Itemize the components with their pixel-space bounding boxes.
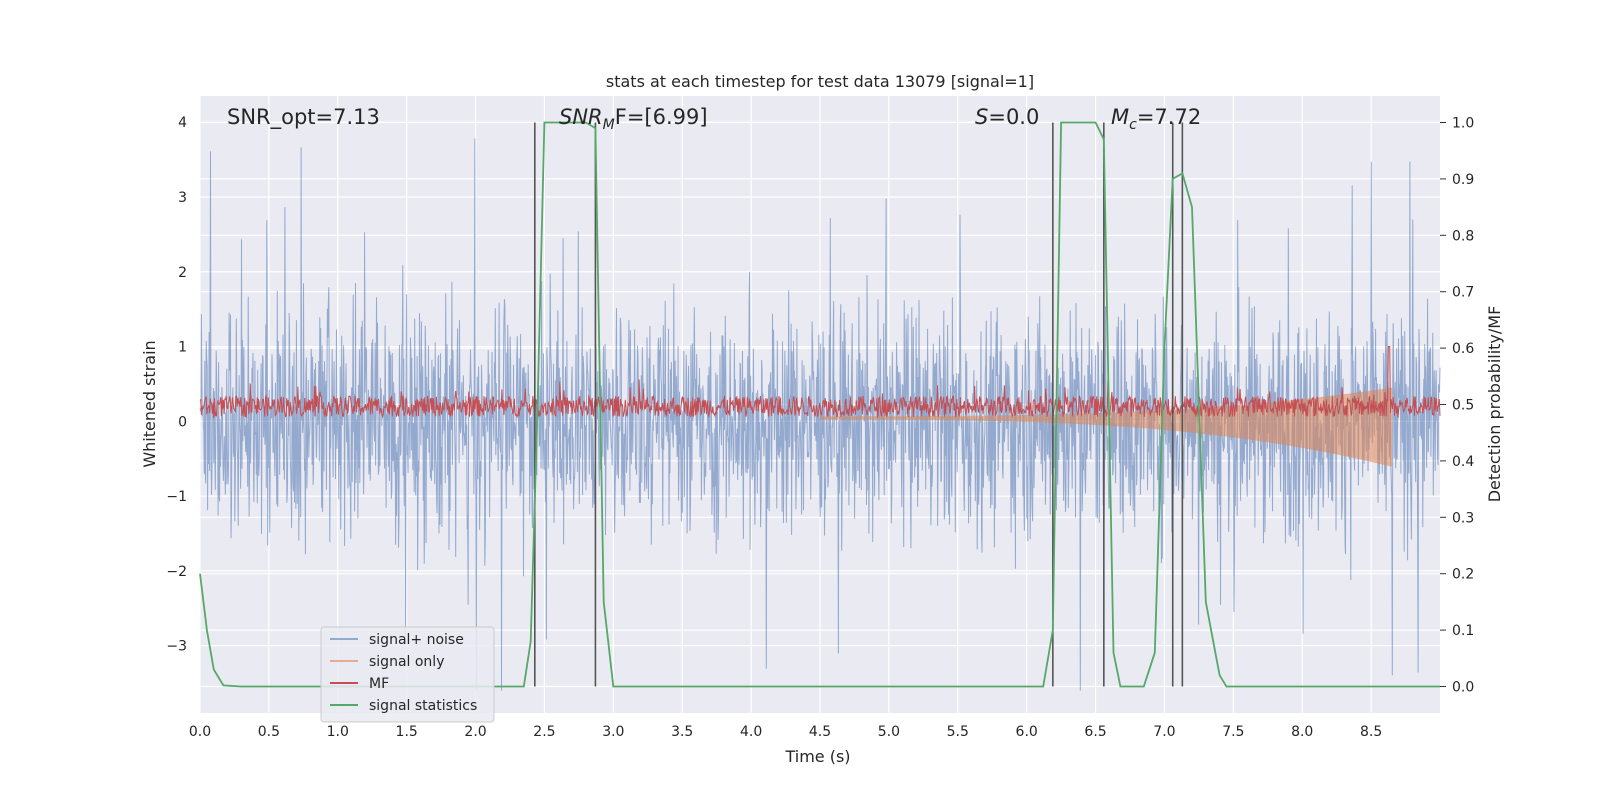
x-tick-label: 4.0 <box>740 724 762 740</box>
x-tick-label: 2.5 <box>533 724 555 740</box>
annotation-snr-mf: SNRMF=[6.99] <box>559 105 708 133</box>
y-tick-label-right: 0.0 <box>1452 679 1474 695</box>
legend-label-signal-only: signal only <box>369 654 444 670</box>
x-tick-label: 8.0 <box>1291 724 1313 740</box>
legend-label-signal-statistics: signal statistics <box>369 698 477 714</box>
y-tick-label-left: −1 <box>166 489 187 505</box>
y-tick-label-right: 0.5 <box>1452 398 1474 414</box>
mf-line <box>199 346 1441 419</box>
axis-ticks: 0.0 0.5 1.0 1.5 2.0 2.5 3.0 3.5 4.0 4.5 5.0 5.5 6.0 6… <box>166 115 1474 740</box>
signal-only-line <box>819 387 1393 467</box>
annotation-s-main: S <box>975 105 988 129</box>
x-tick-label: 1.5 <box>396 724 418 740</box>
annotation-s: S=0.0 <box>975 105 1039 129</box>
y-tick-label-left: 0 <box>178 414 187 430</box>
x-tick-label: 5.5 <box>947 724 969 740</box>
x-tick-label: 6.0 <box>1016 724 1038 740</box>
series-signal-only <box>819 387 1393 467</box>
annotation-mc-main: M <box>1111 105 1129 129</box>
y-tick-label-right: 0.9 <box>1452 172 1474 188</box>
y-tick-label-right: 0.6 <box>1452 341 1474 357</box>
y-tick-label-right: 1.0 <box>1452 116 1474 132</box>
y-tick-label-right: 0.8 <box>1452 228 1474 244</box>
y-axis-label-left: Whitened strain <box>140 340 159 467</box>
x-tick-label: 3.5 <box>671 724 693 740</box>
x-tick-label: 0.5 <box>258 724 280 740</box>
y-tick-label-left: −2 <box>166 564 187 580</box>
annotation-s-rest: =0.0 <box>988 105 1039 129</box>
x-tick-label: 8.5 <box>1360 724 1382 740</box>
vertical-markers <box>533 122 1184 687</box>
x-tick-label: 7.0 <box>1153 724 1175 740</box>
x-tick-label: 5.0 <box>878 724 900 740</box>
series-mf <box>199 346 1441 419</box>
y-tick-label-left: 3 <box>178 190 187 206</box>
x-tick-label: 4.5 <box>809 724 831 740</box>
annotation-snr-mf-main: SNR <box>559 105 603 129</box>
legend: signal+ noise signal only MF signal stat… <box>320 626 495 723</box>
annotation-snr-opt: SNR_opt=7.13 <box>227 105 380 130</box>
y-tick-label-left: −3 <box>166 639 187 655</box>
y-tick-label-right: 0.3 <box>1452 510 1474 526</box>
x-tick-label: 7.5 <box>1222 724 1244 740</box>
y-tick-label-right: 0.2 <box>1452 567 1474 583</box>
legend-label-mf: MF <box>369 676 389 692</box>
annotation-snr-mf-sub: M <box>603 117 615 133</box>
y-axis-label-right: Detection probability/MF <box>1485 306 1504 503</box>
legend-box <box>320 626 495 723</box>
x-axis-label: Time (s) <box>784 747 850 766</box>
x-tick-label: 6.5 <box>1084 724 1106 740</box>
legend-label-signal-plus-noise: signal+ noise <box>369 632 464 648</box>
annotation-snr-mf-rest: F=[6.99] <box>615 105 708 129</box>
y-tick-label-left: 2 <box>178 265 187 281</box>
x-tick-label: 2.0 <box>464 724 486 740</box>
y-tick-label-right: 0.7 <box>1452 285 1474 301</box>
y-tick-label-right: 0.4 <box>1452 454 1474 470</box>
annotation-mc-sub: c <box>1129 117 1137 133</box>
chart-title: stats at each timestep for test data 130… <box>606 72 1034 91</box>
x-tick-label: 3.0 <box>602 724 624 740</box>
annotation-mc: Mc=7.72 <box>1111 105 1201 133</box>
annotation-mc-rest: =7.72 <box>1137 105 1201 129</box>
y-tick-label-left: 4 <box>178 115 187 131</box>
x-tick-label: 1.0 <box>327 724 349 740</box>
x-tick-label: 0.0 <box>189 724 211 740</box>
y-tick-label-left: 1 <box>178 340 187 356</box>
y-tick-label-right: 0.1 <box>1452 623 1474 639</box>
